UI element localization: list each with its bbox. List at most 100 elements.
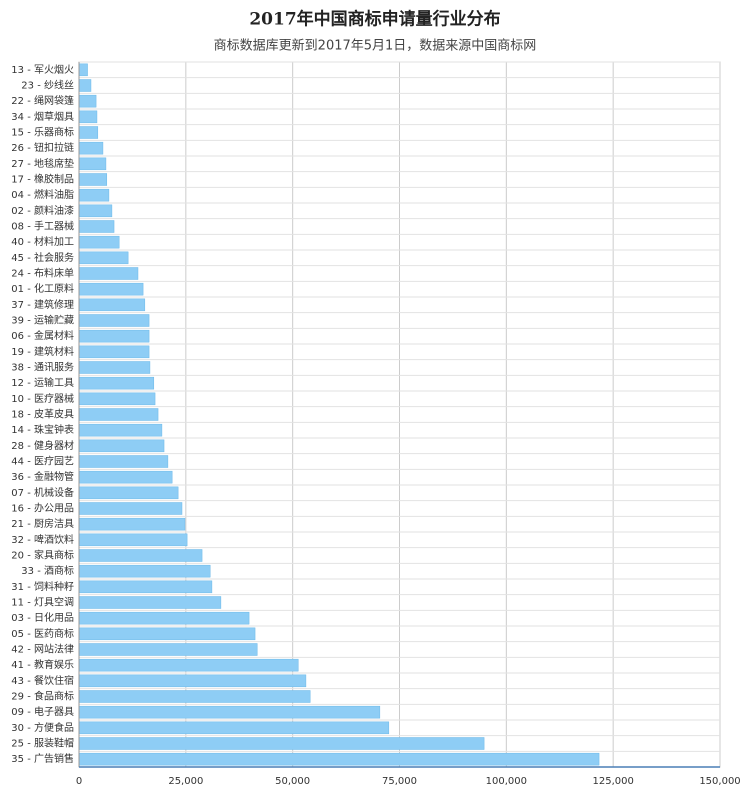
y-tick-label: 05 - 医药商标: [11, 627, 74, 640]
chart-subtitle: 商标数据库更新到2017年5月1日，数据来源中国商标网: [214, 38, 537, 54]
y-tick-label: 23 - 纱线丝: [21, 79, 74, 92]
y-tick-label: 27 - 地毯席垫: [11, 157, 74, 170]
y-tick-label: 35 - 广告销售: [11, 752, 74, 765]
x-tick-label: 150,000: [699, 776, 740, 787]
bar: [78, 376, 155, 390]
bar: [78, 408, 159, 421]
bar: [78, 251, 129, 265]
bar: [78, 580, 213, 594]
y-tick-label: 06 - 金属材料: [11, 329, 74, 342]
y-tick-label: 26 - 钮扣拉链: [11, 141, 74, 154]
bar: [78, 392, 156, 406]
y-tick-label: 24 - 布料床单: [11, 267, 74, 280]
y-tick-label: 09 - 电子器具: [11, 705, 74, 718]
bar: [78, 721, 390, 735]
bar: [78, 126, 99, 139]
bar: [78, 314, 150, 327]
y-tick-label: 41 - 教育娱乐: [11, 658, 74, 671]
bar: [78, 674, 307, 688]
bar: [78, 329, 150, 343]
x-tick-label: 50,000: [275, 776, 310, 787]
bar: [78, 267, 139, 280]
bar: [78, 596, 222, 609]
y-tick-label: 03 - 日化用品: [11, 611, 74, 624]
y-tick-label: 12 - 运输工具: [11, 376, 74, 389]
x-tick-label: 0: [76, 776, 82, 787]
bar: [78, 752, 600, 766]
x-tick-label: 75,000: [382, 776, 417, 787]
bar: [78, 361, 151, 374]
y-tick-label: 30 - 方便食品: [11, 721, 74, 734]
y-tick-label: 01 - 化工原料: [11, 282, 74, 295]
bar: [78, 94, 97, 108]
y-tick-label: 08 - 手工器械: [11, 220, 74, 233]
y-tick-label: 45 - 社会服务: [11, 251, 74, 264]
bar: [78, 235, 120, 249]
bar: [78, 79, 92, 92]
x-tick-label: 100,000: [486, 776, 527, 787]
y-tick-label: 43 - 餐饮住宿: [11, 674, 74, 687]
y-tick-label: 13 - 军火烟火: [11, 63, 74, 76]
y-tick-label: 37 - 建筑修理: [11, 298, 74, 311]
y-tick-label: 29 - 食品商标: [11, 690, 74, 703]
y-tick-label: 38 - 通讯服务: [11, 361, 74, 374]
bar: [78, 220, 115, 233]
x-tick-label: 25,000: [168, 776, 203, 787]
bar: [78, 502, 183, 515]
bar: [78, 188, 110, 202]
bar: [78, 643, 258, 656]
bar: [78, 627, 256, 641]
bar: [78, 690, 311, 703]
y-tick-label: 28 - 健身器材: [11, 439, 74, 452]
bar: [78, 282, 144, 296]
bar: [78, 486, 179, 500]
y-tick-label: 40 - 材料加工: [11, 235, 74, 248]
y-tick-label: 39 - 运输贮藏: [11, 314, 74, 327]
y-tick-label: 02 - 颜料油漆: [11, 204, 74, 217]
y-tick-label: 36 - 金融物管: [11, 470, 74, 483]
y-tick-label: 18 - 皮革皮具: [11, 408, 74, 421]
bar: [78, 470, 173, 484]
bar: [78, 517, 186, 531]
y-tick-label: 11 - 灯具空调: [11, 596, 74, 609]
bar: [78, 298, 146, 312]
y-tick-label: 21 - 厨房洁具: [11, 517, 74, 530]
y-tick-label: 44 - 医疗园艺: [11, 455, 74, 468]
y-tick-label: 10 - 医疗器械: [11, 392, 74, 405]
bar: [78, 157, 107, 171]
bar: [78, 439, 165, 453]
bar: [78, 533, 188, 547]
bar: [78, 141, 104, 155]
y-tick-label: 32 - 啤酒饮料: [11, 533, 74, 546]
bar: [78, 564, 211, 578]
bar: [78, 737, 485, 750]
y-tick-label: 07 - 机械设备: [11, 486, 74, 499]
bar: [78, 658, 299, 672]
bar: [78, 110, 98, 124]
y-tick-label: 31 - 饲料种籽: [11, 580, 74, 593]
bar: [78, 611, 250, 625]
bar: [78, 549, 203, 562]
y-tick-label: 17 - 橡胶制品: [11, 173, 74, 186]
y-tick-label: 14 - 珠宝钟表: [11, 423, 74, 436]
bar: [78, 63, 88, 77]
y-tick-label: 19 - 建筑材料: [11, 345, 74, 358]
y-tick-label: 16 - 办公用品: [11, 502, 74, 515]
y-tick-label: 33 - 酒商标: [21, 564, 74, 577]
bar: [78, 173, 108, 186]
y-tick-label: 20 - 家具商标: [11, 549, 74, 562]
x-tick-label: 125,000: [592, 776, 633, 787]
bar: [78, 705, 381, 719]
y-tick-label: 15 - 乐器商标: [11, 126, 74, 139]
bar: [78, 455, 169, 468]
y-tick-label: 34 - 烟草烟具: [11, 110, 74, 123]
bar: [78, 204, 113, 218]
y-tick-label: 25 - 服装鞋帽: [11, 737, 74, 750]
bar: [78, 423, 163, 437]
y-tick-label: 22 - 绳网袋篷: [11, 94, 74, 107]
chart-title: 2017年中国商标申请量行业分布: [249, 9, 500, 30]
y-tick-label: 04 - 燃料油脂: [11, 188, 74, 201]
y-tick-label: 42 - 网站法律: [11, 643, 74, 656]
bar: [78, 345, 150, 359]
